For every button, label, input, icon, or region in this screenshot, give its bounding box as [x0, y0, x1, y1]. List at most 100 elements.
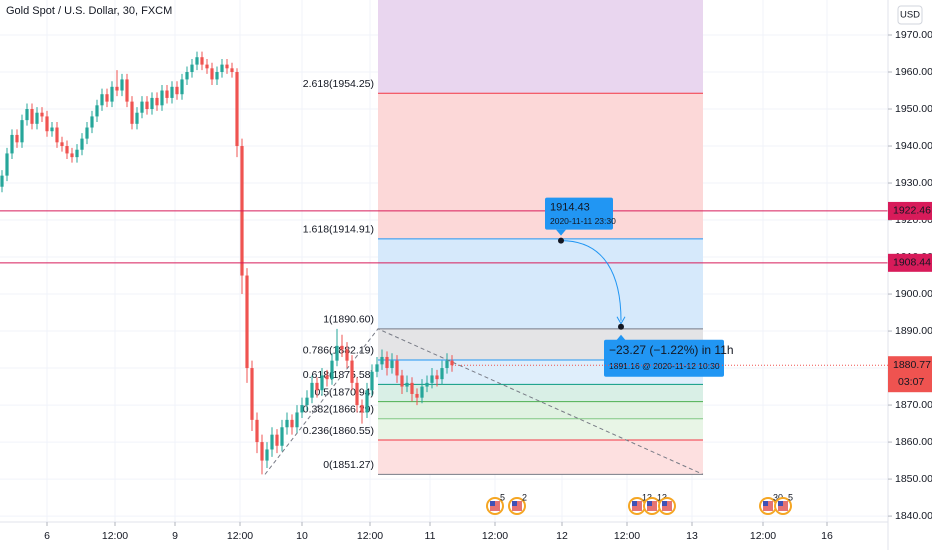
- candle-body: [400, 375, 404, 387]
- candle-body: [55, 127, 59, 143]
- event-flag: [778, 501, 783, 506]
- projection-arrow: [560, 240, 622, 321]
- y-tick-label: 1970.00: [895, 29, 932, 41]
- candle-body: [110, 86, 114, 102]
- price-label: 1922.46: [893, 205, 931, 217]
- candle-body: [435, 375, 439, 380]
- chart-title: Gold Spot / U.S. Dollar, 30, FXCM: [6, 5, 172, 17]
- event-flag: [662, 501, 667, 506]
- x-tick-label: 12:00: [227, 530, 253, 542]
- fib-zone: [378, 384, 703, 402]
- candle-body: [60, 142, 64, 147]
- candle-body: [175, 86, 179, 95]
- candle-body: [450, 360, 454, 366]
- projection-point: [558, 237, 564, 244]
- candle-body: [135, 112, 139, 124]
- x-tick-label: 12:00: [614, 530, 640, 542]
- price-label: 1908.44: [893, 257, 931, 269]
- candle-body: [250, 368, 254, 420]
- candle-body: [355, 382, 359, 406]
- y-tick-label: 1850.00: [895, 473, 932, 485]
- candle-body: [155, 97, 159, 106]
- fib-zone: [378, 0, 703, 94]
- fib-zone: [378, 401, 703, 419]
- x-tick-label: 12:00: [750, 530, 776, 542]
- candle-body: [180, 79, 184, 95]
- event-flag: [632, 501, 637, 506]
- candle-body: [335, 345, 339, 361]
- candle-body: [425, 382, 429, 387]
- candle-body: [145, 101, 149, 110]
- candle-body: [420, 386, 424, 398]
- candle-body: [265, 449, 269, 461]
- candle-body: [65, 146, 69, 154]
- x-tick-label: 12:00: [482, 530, 508, 542]
- last-price-box: [888, 356, 932, 393]
- box-pointer: [616, 334, 626, 341]
- box-pointer: [556, 229, 566, 236]
- fib-level-label: 0.236(1860.55): [303, 425, 374, 437]
- fib-level-label: 0.5(1870.94): [314, 386, 374, 398]
- fib-level-label: 2.618(1954.25): [303, 78, 374, 90]
- event-count: 13: [657, 492, 667, 502]
- candle-body: [205, 64, 209, 69]
- currency-button[interactable]: [897, 5, 923, 25]
- fib-zone: [378, 440, 703, 475]
- y-tick-label: 1960.00: [895, 66, 932, 78]
- event-flag: [763, 501, 768, 506]
- candle-body: [290, 419, 294, 428]
- candle-body: [415, 393, 419, 398]
- candle-body: [5, 153, 9, 176]
- currency-label: USD: [900, 10, 920, 21]
- projection-detail: 1891.16 @ 2020-11-12 10:30: [609, 361, 720, 371]
- projection-box: [545, 197, 613, 230]
- y-tick-label: 1900.00: [895, 288, 932, 300]
- candle-body: [315, 382, 319, 391]
- candle-body: [430, 375, 434, 383]
- event-count: 30: [773, 492, 783, 502]
- candle-body: [75, 149, 79, 158]
- fib-level-label: 1(1890.60): [323, 314, 374, 326]
- candle-body: [95, 105, 99, 117]
- event-flag: [512, 501, 517, 506]
- candle-body: [365, 390, 369, 413]
- y-tick-label: 1930.00: [895, 177, 932, 189]
- x-tick-label: 11: [425, 530, 436, 542]
- candle-body: [345, 349, 349, 361]
- x-tick-label: 16: [821, 530, 833, 542]
- candle-body: [325, 375, 329, 380]
- y-tick-label: 1870.00: [895, 399, 932, 411]
- candle-body: [340, 345, 344, 350]
- candle-body: [40, 112, 44, 117]
- candle-body: [330, 360, 334, 380]
- candle-body: [405, 382, 409, 387]
- candle-body: [445, 360, 449, 369]
- y-tick-label: 1840.00: [895, 510, 932, 522]
- projection-price: 1914.43: [550, 202, 590, 214]
- candle-body: [215, 72, 219, 80]
- x-tick-label: 12: [556, 530, 568, 542]
- x-tick-label: 12:00: [102, 530, 128, 542]
- fib-level-label: 0.382(1866.29): [303, 404, 374, 416]
- event-count: 5: [500, 492, 505, 502]
- fib-level-label: 1.618(1914.91): [303, 224, 374, 236]
- candle-body: [185, 72, 189, 80]
- event-count: 13: [642, 492, 652, 502]
- candle-body: [105, 94, 109, 102]
- candle-body: [100, 94, 104, 106]
- candle-body: [45, 116, 49, 132]
- candle-body: [130, 101, 134, 124]
- projection-point: [618, 323, 624, 330]
- candle-body: [15, 134, 19, 143]
- candle-body: [125, 79, 129, 102]
- candle-body: [300, 405, 304, 413]
- candle-body: [160, 90, 164, 106]
- candle-body: [120, 79, 124, 91]
- price-axis: [888, 0, 932, 550]
- candle-body: [395, 360, 399, 376]
- candle-body: [150, 97, 154, 110]
- candle-body: [410, 382, 414, 394]
- candle-body: [370, 371, 374, 391]
- event-flag: [647, 501, 652, 506]
- candle-body: [230, 68, 234, 73]
